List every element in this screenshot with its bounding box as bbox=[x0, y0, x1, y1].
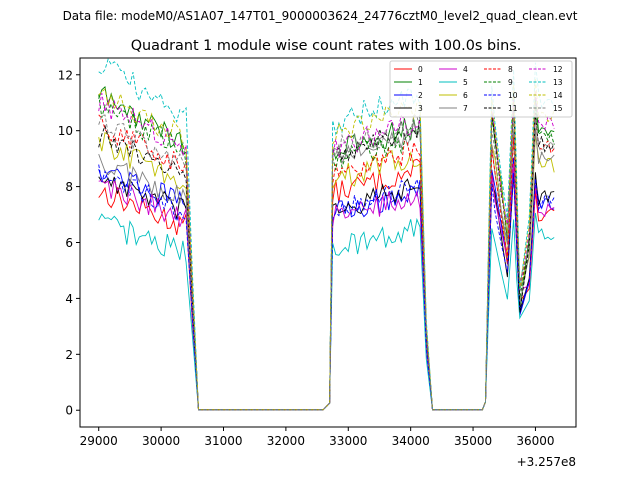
x-tick-label: 29000 bbox=[80, 434, 118, 448]
series-line-15 bbox=[98, 114, 555, 411]
y-tick-label: 12 bbox=[58, 68, 73, 82]
series-line-13 bbox=[98, 58, 555, 411]
legend-label: 4 bbox=[463, 65, 468, 74]
figure-suptitle: Data file: modeM0/AS1A07_147T01_90000036… bbox=[63, 9, 578, 23]
y-tick-label: 8 bbox=[65, 180, 73, 194]
x-tick-label: 36000 bbox=[516, 434, 554, 448]
plot-lines bbox=[98, 58, 555, 411]
series-line-8 bbox=[98, 114, 555, 411]
y-tick-label: 6 bbox=[65, 236, 73, 250]
legend-label: 6 bbox=[463, 91, 468, 100]
x-tick-label: 31000 bbox=[204, 434, 242, 448]
legend-label: 7 bbox=[463, 104, 468, 113]
legend-label: 11 bbox=[508, 104, 518, 113]
legend-label: 9 bbox=[508, 78, 513, 87]
legend-box bbox=[389, 60, 573, 118]
y-tick-label: 0 bbox=[65, 404, 73, 418]
legend-label: 14 bbox=[553, 91, 563, 100]
x-offset-label: +3.257e8 bbox=[517, 455, 576, 469]
legend-label: 5 bbox=[463, 78, 468, 87]
y-tick-label: 4 bbox=[65, 292, 73, 306]
legend-label: 8 bbox=[508, 65, 513, 74]
series-line-10 bbox=[98, 164, 555, 411]
legend-label: 2 bbox=[418, 91, 423, 100]
legend-label: 15 bbox=[553, 104, 563, 113]
y-tick-label: 10 bbox=[58, 124, 73, 138]
x-tick-label: 30000 bbox=[142, 434, 180, 448]
legend-label: 1 bbox=[418, 78, 423, 87]
legend-label: 10 bbox=[508, 91, 518, 100]
legend-label: 13 bbox=[553, 78, 563, 87]
legend-label: 3 bbox=[418, 104, 423, 113]
chart-title: Quadrant 1 module wise count rates with … bbox=[131, 38, 522, 54]
y-axis: 0 2 4 6 8 10 12 bbox=[58, 68, 80, 418]
series-line-12 bbox=[98, 90, 555, 411]
x-tick-label: 35000 bbox=[454, 434, 492, 448]
legend-label: 0 bbox=[418, 65, 423, 74]
x-axis: 29000 30000 31000 32000 33000 34000 35000 36000 bbox=[80, 427, 555, 448]
y-tick-label: 2 bbox=[65, 348, 73, 362]
x-tick-label: 34000 bbox=[392, 434, 430, 448]
legend-label: 12 bbox=[553, 65, 563, 74]
x-tick-label: 32000 bbox=[267, 434, 305, 448]
x-tick-label: 33000 bbox=[329, 434, 367, 448]
